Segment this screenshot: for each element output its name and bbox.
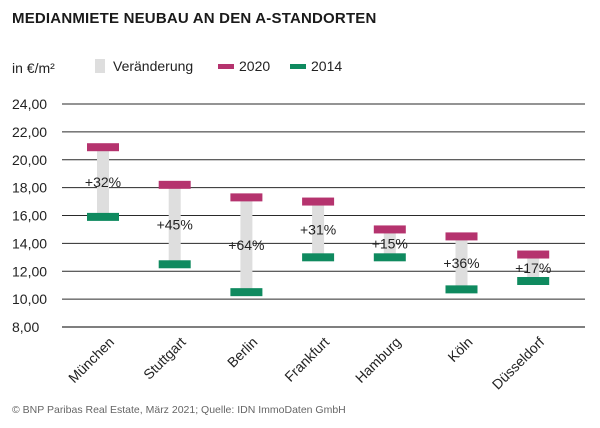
marker-2020 <box>445 232 478 241</box>
change-percent-label: +15% <box>372 235 408 251</box>
legend-label-2014: 2014 <box>311 58 343 74</box>
x-tick-label: Düsseldorf <box>489 334 548 393</box>
marker-2020 <box>517 250 550 259</box>
change-range-bar <box>312 201 325 258</box>
legend-item-change: Veränderung <box>95 58 193 74</box>
marker-2014 <box>373 253 406 262</box>
y-tick-label: 24,00 <box>12 96 47 112</box>
chart-title: MEDIANMIETE NEUBAU AN DEN A-STANDORTEN <box>12 10 377 27</box>
x-tick-label: Berlin <box>224 334 261 371</box>
marker-2014 <box>445 285 478 294</box>
marker-2014 <box>230 288 263 297</box>
change-percent-label: +64% <box>228 237 264 253</box>
legend-label-change: Veränderung <box>113 58 194 74</box>
change-percent-label: +17% <box>515 260 551 276</box>
y-tick-label: 8,00 <box>12 319 39 335</box>
marker-2020 <box>230 193 263 202</box>
change-range-bar <box>383 229 396 258</box>
change-range-bar <box>97 147 109 217</box>
marker-2020 <box>373 225 406 234</box>
change-range-bar <box>527 254 540 282</box>
marker-2020 <box>87 143 119 152</box>
y-tick-label: 12,00 <box>12 263 47 279</box>
legend-item-2014: 2014 <box>290 58 342 74</box>
marker-2020 <box>158 180 191 189</box>
marker-2020 <box>302 197 335 206</box>
y-tick-label: 18,00 <box>12 180 47 196</box>
change-percent-label: +45% <box>157 217 193 233</box>
x-tick-label: Hamburg <box>352 334 404 386</box>
y-tick-label: 14,00 <box>12 235 47 251</box>
change-range-bar <box>455 236 468 290</box>
y-tick-label: 22,00 <box>12 124 47 140</box>
change-range-bar <box>240 197 253 293</box>
y-tick-label: 16,00 <box>12 208 47 224</box>
legend-item-2020: 2020 <box>218 58 270 74</box>
marker-2014 <box>87 212 119 221</box>
legend-swatch-2014 <box>290 63 306 69</box>
x-tick-label: Stuttgart <box>140 334 189 383</box>
x-tick-label: Köln <box>444 334 475 365</box>
legend-swatch-2020 <box>218 63 234 69</box>
y-tick-label: 20,00 <box>12 152 47 168</box>
change-percent-label: +32% <box>85 174 121 190</box>
change-range-bar <box>168 184 181 265</box>
legend-label-2020: 2020 <box>239 58 271 74</box>
y-tick-label: 10,00 <box>12 291 47 307</box>
change-percent-label: +36% <box>443 255 479 271</box>
change-percent-label: +31% <box>300 221 336 237</box>
marker-2014 <box>302 253 335 262</box>
legend-swatch-change <box>95 59 105 73</box>
source-note: © BNP Paribas Real Estate, März 2021; Qu… <box>12 404 346 416</box>
marker-2014 <box>517 277 550 286</box>
marker-2014 <box>158 260 191 269</box>
x-tick-label: Frankfurt <box>281 334 332 385</box>
y-axis-unit-label: in €/m² <box>12 60 55 76</box>
x-tick-label: München <box>65 334 117 386</box>
